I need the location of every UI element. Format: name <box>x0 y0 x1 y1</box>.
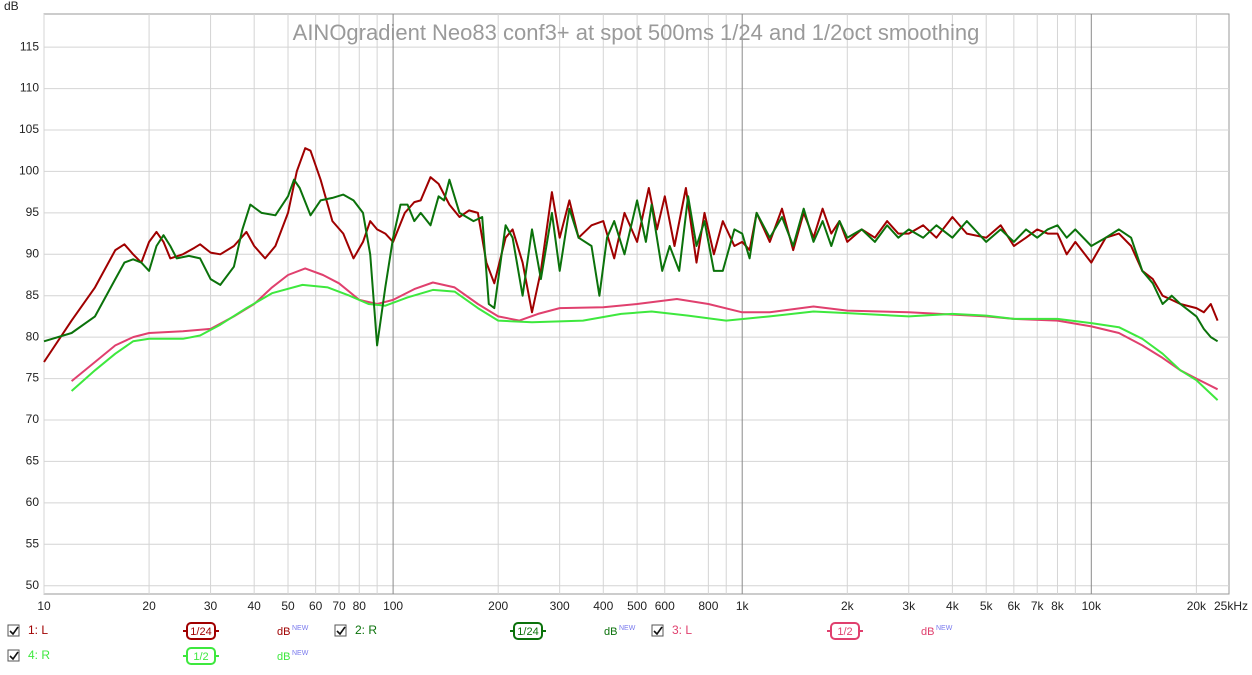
x-tick-label: 400 <box>593 599 613 613</box>
checkbox[interactable] <box>7 624 20 637</box>
x-tick-label: 5k <box>980 599 994 613</box>
smoothing-label: 1/24 <box>517 626 538 638</box>
y-tick-label: 60 <box>26 495 40 509</box>
smoothing-label: 1/24 <box>190 626 211 638</box>
x-tick-label: 200 <box>488 599 508 613</box>
x-tick-label: 2k <box>841 599 855 613</box>
x-tick-label: 50 <box>281 599 295 613</box>
series-line <box>43 178 1219 347</box>
checkbox[interactable] <box>651 624 664 637</box>
checkmark <box>336 626 346 636</box>
y-tick-label: 55 <box>26 536 40 550</box>
smoothing-button[interactable] <box>830 622 860 640</box>
y-axis-label: dB <box>4 0 19 13</box>
unit-label: dB <box>604 626 617 638</box>
checkmark <box>653 626 663 636</box>
y-tick-label: 90 <box>26 246 40 260</box>
x-tick-label: 80 <box>353 599 367 613</box>
y-tick-label: 100 <box>19 164 39 178</box>
unit-tag: NEW <box>292 650 309 657</box>
smoothing-button[interactable] <box>186 622 216 640</box>
y-tick-label: 75 <box>26 371 40 385</box>
y-tick-label: 115 <box>20 39 39 53</box>
y-tick-label: 85 <box>26 288 40 302</box>
legend-name: 4: R <box>28 648 50 662</box>
checkmark <box>9 651 19 661</box>
legend-item: 1: L 1/24 dB NEW <box>7 622 309 640</box>
y-tick-label: 70 <box>26 412 40 426</box>
x-tick-label: 6k <box>1008 599 1022 613</box>
x-tick-label: 70 <box>332 599 346 613</box>
smoothing-button[interactable] <box>186 647 216 665</box>
x-tick-label: 10 <box>37 599 51 613</box>
y-tick-label: 110 <box>20 81 39 95</box>
unit-tag: NEW <box>619 625 636 632</box>
legend: 1: L 1/24 dB NEW 2: R 1/24 dB NEW 3: L 1/2 dB NEW4:… <box>7 622 953 665</box>
grid <box>43 14 1229 594</box>
series-line <box>43 147 1219 363</box>
checkbox[interactable] <box>7 649 20 662</box>
x-tick-label: 8k <box>1051 599 1065 613</box>
x-tick-label: 800 <box>698 599 718 613</box>
x-tick-label: 1k <box>736 599 750 613</box>
x-tick-label: 3k <box>902 599 916 613</box>
unit-tag: NEW <box>292 625 309 632</box>
smoothing-label: 1/2 <box>193 651 208 663</box>
smoothing-button[interactable] <box>513 622 543 640</box>
x-tick-label: 300 <box>550 599 570 613</box>
x-tick-label: 20k <box>1187 599 1207 613</box>
y-tick-label: 65 <box>26 454 40 468</box>
lines <box>43 147 1219 401</box>
legend-item: 3: L 1/2 dB NEW <box>651 622 953 640</box>
x-tick-label: 500 <box>627 599 647 613</box>
legend-name: 2: R <box>355 623 377 637</box>
x-tick-label: 20 <box>142 599 156 613</box>
legend-name: 3: L <box>672 623 692 637</box>
x-tick-label: 4k <box>946 599 960 613</box>
x-tick-label: 25kHz <box>1214 599 1248 613</box>
legend-name: 1: L <box>28 623 48 637</box>
unit-tag: NEW <box>936 625 953 632</box>
y-tick-label: 105 <box>19 122 39 136</box>
x-tick-label: 100 <box>383 599 403 613</box>
legend-item: 2: R 1/24 dB NEW <box>334 622 636 640</box>
y-tick-label: 80 <box>26 329 40 343</box>
unit-label: dB <box>277 651 290 663</box>
y-tick-label: 50 <box>26 578 40 592</box>
checkbox[interactable] <box>334 624 347 637</box>
x-tick-label: 60 <box>309 599 323 613</box>
chart-title: AINOgradient Neo83 conf3+ at spot 500ms … <box>293 20 980 45</box>
x-tick-label: 10k <box>1082 599 1102 613</box>
unit-label: dB <box>277 626 290 638</box>
unit-label: dB <box>921 626 934 638</box>
x-tick-label: 30 <box>204 599 218 613</box>
legend-item: 4: R 1/2 dB NEW <box>7 647 309 665</box>
series-line <box>70 283 1219 401</box>
smoothing-label: 1/2 <box>837 626 852 638</box>
y-tick-label: 95 <box>26 205 40 219</box>
x-tick-label: 7k <box>1031 599 1045 613</box>
checkmark <box>9 626 19 636</box>
x-tick-label: 600 <box>655 599 675 613</box>
x-tick-label: 40 <box>247 599 261 613</box>
